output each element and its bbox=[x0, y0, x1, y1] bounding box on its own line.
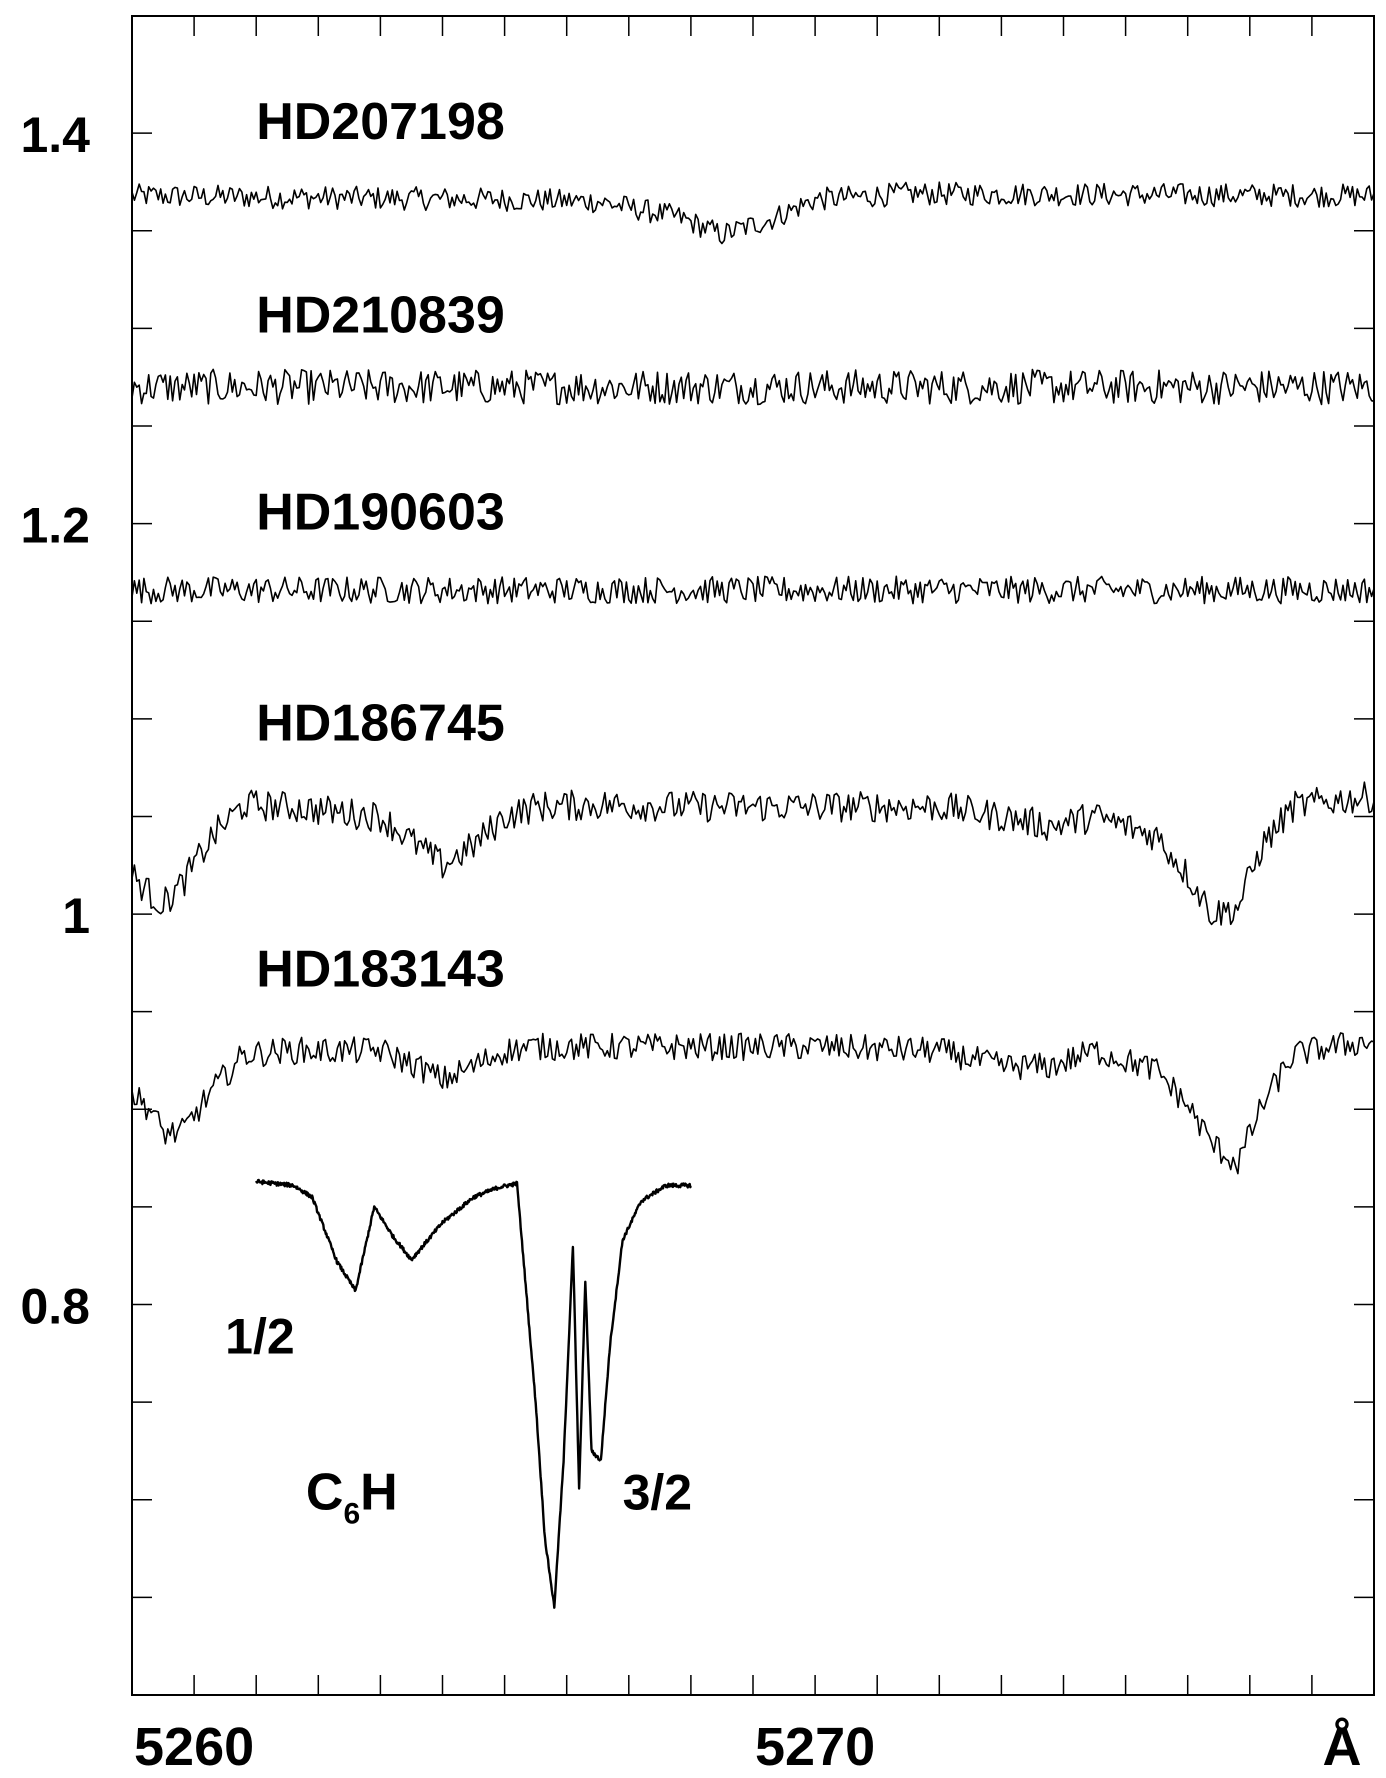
annotation-label: 3/2 bbox=[623, 1465, 693, 1521]
series-line-hd210839 bbox=[131, 368, 1375, 406]
series-label-hd183143: HD183143 bbox=[256, 940, 505, 998]
x-tick-label: 5270 bbox=[755, 1717, 875, 1777]
series-label-c6h: C6H bbox=[306, 1464, 398, 1531]
annotation-label: 1/2 bbox=[225, 1308, 295, 1364]
tick-labels: 5260 5270 0.8 1 1.2 1.4 Å bbox=[20, 107, 1361, 1777]
axes bbox=[131, 15, 1375, 1696]
series-line-c6h bbox=[255, 1178, 692, 1609]
series bbox=[131, 181, 1375, 1609]
x-unit-label: Å bbox=[1323, 1717, 1362, 1777]
series-line-hd183143 bbox=[131, 1032, 1375, 1175]
y-tick-label: 0.8 bbox=[20, 1279, 90, 1335]
y-tick-label: 1.4 bbox=[20, 107, 90, 163]
y-tick-label: 1 bbox=[62, 888, 90, 944]
series-line-hd190603 bbox=[131, 575, 1375, 605]
series-label-hd186745: HD186745 bbox=[256, 694, 505, 752]
series-label-hd207198: HD207198 bbox=[256, 93, 505, 151]
series-label-hd210839: HD210839 bbox=[256, 286, 505, 344]
plot-frame bbox=[131, 15, 1375, 1696]
series-line-hd207198 bbox=[131, 181, 1375, 245]
tick-marks bbox=[132, 16, 1374, 1695]
x-tick-label: 5260 bbox=[134, 1717, 254, 1777]
annotations: 1/2 3/2 bbox=[225, 1308, 692, 1520]
series-label-hd190603: HD190603 bbox=[256, 483, 505, 541]
series-line-hd186745 bbox=[131, 781, 1375, 926]
y-tick-label: 1.2 bbox=[20, 498, 90, 554]
series-labels: HD207198 HD210839 HD190603 HD186745 HD183143… bbox=[256, 93, 505, 1531]
